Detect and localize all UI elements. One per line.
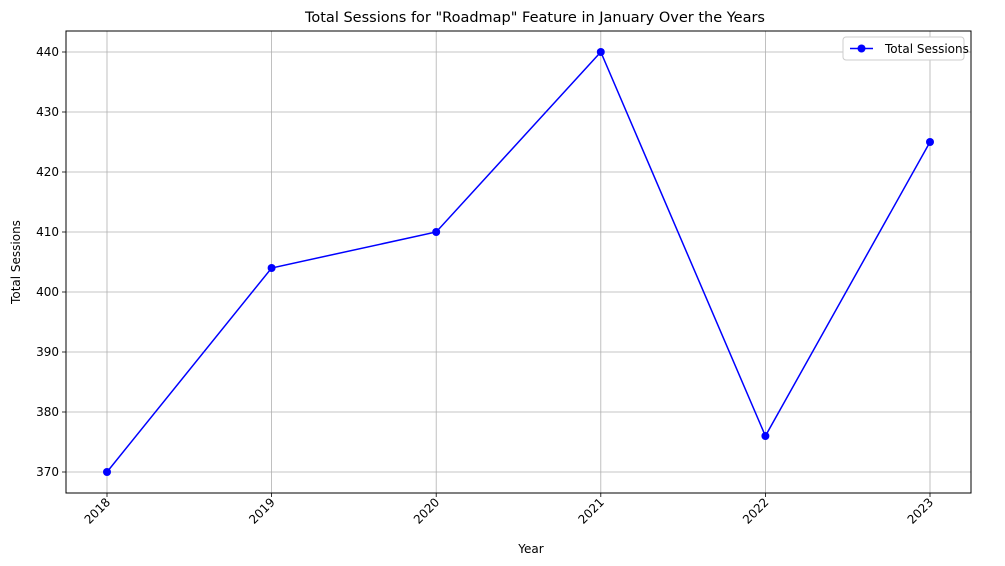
x-tick-label: 2019 xyxy=(246,495,277,526)
legend: Total Sessions xyxy=(842,36,969,61)
legend-label: Total Sessions xyxy=(884,42,969,56)
data-point xyxy=(926,138,934,146)
y-tick-label: 370 xyxy=(36,465,59,479)
x-tick-label: 2023 xyxy=(905,495,936,526)
plot-frame xyxy=(65,30,972,494)
y-axis-label: Total Sessions xyxy=(9,220,23,305)
data-point xyxy=(267,264,276,272)
data-point xyxy=(596,48,605,56)
y-tick-label: 410 xyxy=(36,225,59,239)
x-tick-label: 2022 xyxy=(740,495,771,526)
series-line xyxy=(106,50,931,473)
x-axis: 2018 2019 2020 2021 2022 2023 xyxy=(82,493,936,527)
x-tick-label: 2018 xyxy=(82,495,113,526)
y-tick-label: 400 xyxy=(36,285,59,299)
x-axis-label: Year xyxy=(517,542,543,556)
y-tick-label: 440 xyxy=(36,45,59,59)
y-axis: 370 380 390 400 410 420 430 440 xyxy=(36,45,66,479)
x-tick-label: 2020 xyxy=(411,495,442,526)
legend-marker xyxy=(857,44,866,53)
y-tick-label: 430 xyxy=(36,105,59,119)
chart-title: Total Sessions for "Roadmap" Feature in … xyxy=(304,10,765,26)
data-point xyxy=(103,468,111,476)
y-tick-label: 380 xyxy=(36,405,59,419)
y-tick-label: 420 xyxy=(36,165,59,179)
legend-box xyxy=(842,36,965,61)
y-tick-label: 390 xyxy=(36,345,59,359)
grid xyxy=(66,31,971,493)
series-layer xyxy=(103,48,934,476)
data-point xyxy=(432,228,441,236)
data-point xyxy=(761,432,770,440)
x-tick-label: 2021 xyxy=(575,495,606,526)
